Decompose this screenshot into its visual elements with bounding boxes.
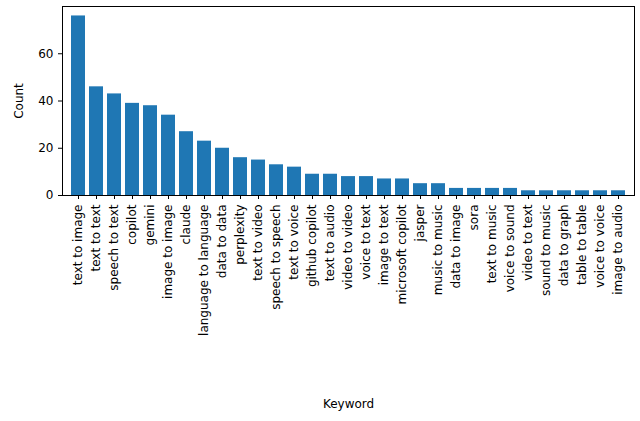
svg-text:data to graph: data to graph [557,205,571,287]
svg-text:microsoft copilot: microsoft copilot [395,204,409,304]
svg-text:gemini: gemini [143,205,157,246]
svg-text:sound to music: sound to music [539,205,553,297]
svg-text:text to voice: text to voice [287,205,301,280]
svg-text:20: 20 [38,141,53,155]
svg-text:image to text: image to text [377,204,391,285]
svg-text:voice to text: voice to text [359,204,373,279]
svg-text:video to video: video to video [341,205,355,290]
svg-text:Keyword: Keyword [323,397,374,411]
svg-text:Count: Count [12,83,26,119]
svg-text:60: 60 [38,47,53,61]
svg-text:data to data: data to data [215,205,229,279]
svg-text:video to text: video to text [521,204,535,280]
svg-text:music to music: music to music [431,205,445,296]
svg-text:language to language: language to language [197,205,211,336]
svg-text:40: 40 [38,94,53,108]
svg-text:voice to sound: voice to sound [503,205,517,293]
svg-text:claude: claude [179,205,193,245]
svg-text:image to image: image to image [161,205,175,299]
svg-text:0: 0 [46,188,54,202]
svg-text:copilot: copilot [125,204,139,245]
svg-text:jasper: jasper [413,204,427,242]
svg-text:text to image: text to image [71,205,85,286]
svg-text:perplexity: perplexity [233,205,247,265]
svg-text:speech to text: speech to text [107,204,121,290]
svg-text:voice to voice: voice to voice [593,205,607,288]
svg-text:text to music: text to music [485,205,499,284]
svg-text:text to audio: text to audio [323,205,337,282]
svg-text:speech to speech: speech to speech [269,205,283,310]
svg-text:sora: sora [467,205,481,231]
svg-text:github copilot: github copilot [305,204,319,287]
svg-text:image to audio: image to audio [611,205,625,295]
svg-text:data to image: data to image [449,205,463,289]
svg-text:text to text: text to text [89,204,103,271]
svg-text:table to table: table to table [575,205,589,285]
svg-text:text to video: text to video [251,205,265,281]
